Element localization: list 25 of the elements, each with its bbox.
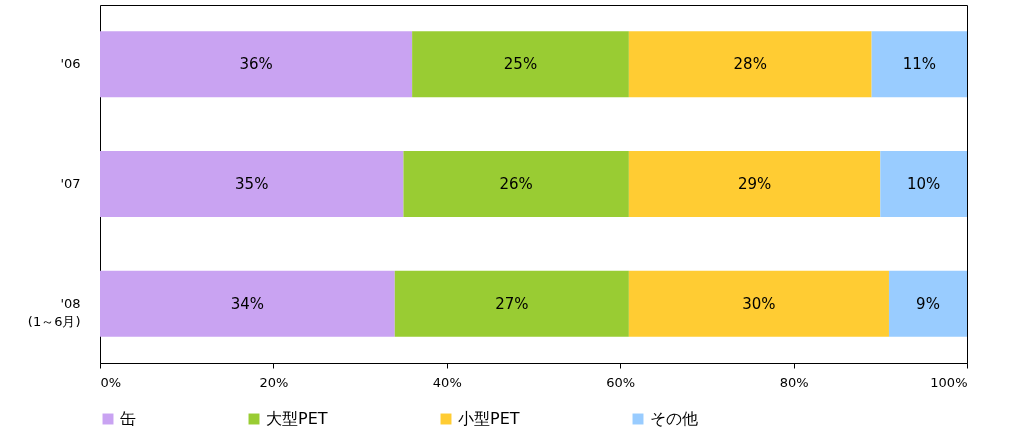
legend-label: 小型PET xyxy=(458,409,520,428)
legend-label: 大型PET xyxy=(266,409,328,428)
x-tick-label: 100% xyxy=(930,374,968,390)
data-label: 34% xyxy=(230,294,265,313)
data-label: 9% xyxy=(916,294,940,313)
data-label: 35% xyxy=(235,175,269,193)
y-tick-label: '08 (1～6月) xyxy=(27,295,81,329)
data-label: 27% xyxy=(495,294,529,313)
data-label: 36% xyxy=(239,55,273,74)
legend-label: 缶 xyxy=(120,409,136,428)
data-label: 11% xyxy=(902,55,936,74)
legend-label: その他 xyxy=(650,409,698,428)
data-label: 30% xyxy=(742,294,776,313)
data-label: 28% xyxy=(733,55,767,74)
y-tick-label: '07 xyxy=(60,176,81,191)
data-label: 10% xyxy=(906,175,941,193)
x-tick-label: 80% xyxy=(779,374,809,390)
x-tick-label: 40% xyxy=(432,374,462,390)
x-tick-label: 20% xyxy=(259,374,289,390)
x-tick-label: 60% xyxy=(606,374,636,390)
y-tick-label: '06 xyxy=(60,56,81,72)
data-label: 26% xyxy=(499,175,533,193)
x-tick-label: 0% xyxy=(100,374,122,390)
data-label: 25% xyxy=(503,55,538,74)
data-label: 29% xyxy=(737,175,772,193)
